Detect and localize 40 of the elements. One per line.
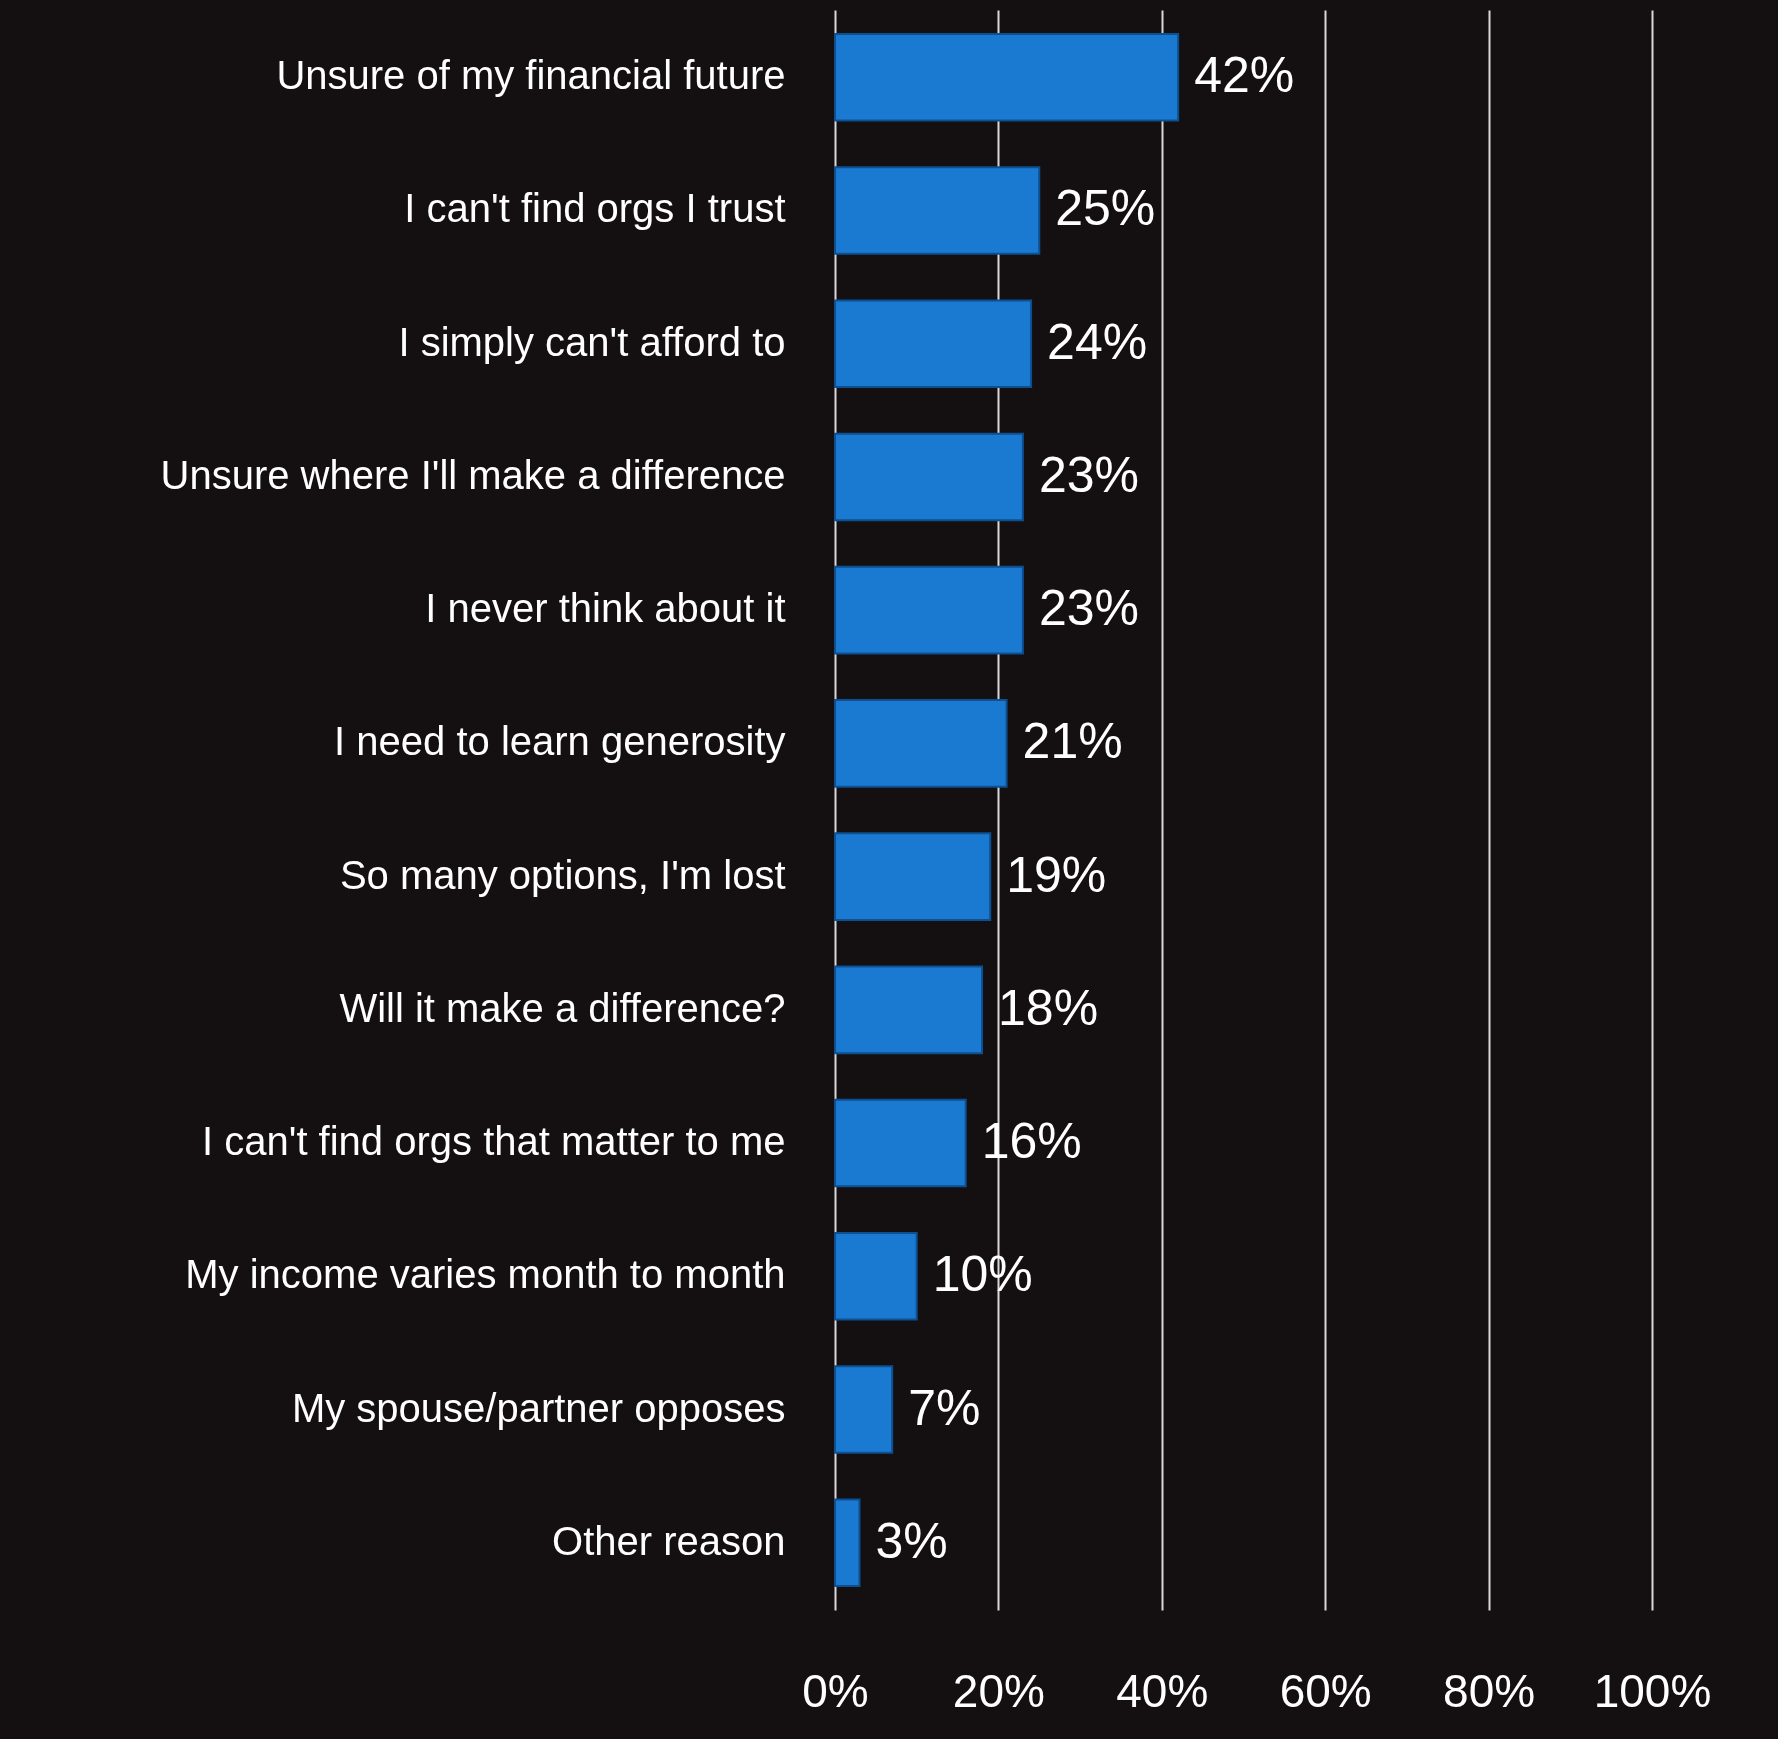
data-label: 23%: [1038, 446, 1139, 503]
bar: [834, 299, 1033, 389]
data-label: 3%: [875, 1512, 948, 1569]
bar: [834, 432, 1024, 522]
x-tick-label: 100%: [1593, 1664, 1712, 1717]
bar: [834, 699, 1008, 788]
data-label: 23%: [1038, 580, 1139, 637]
bar: [834, 1098, 967, 1188]
x-tick-label: 40%: [1116, 1664, 1209, 1717]
y-tick-label: My income varies month to month: [185, 1252, 786, 1297]
y-tick-label: So many options, I'm lost: [339, 852, 786, 897]
data-label: 19%: [1006, 846, 1107, 903]
x-tick-label: 20%: [952, 1664, 1045, 1717]
data-label: 24%: [1047, 313, 1148, 370]
bar: [834, 1365, 894, 1454]
bar: [834, 32, 1180, 122]
bar: [834, 1498, 861, 1588]
data-label: 42%: [1194, 47, 1295, 104]
y-tick-label: I never think about it: [425, 586, 786, 631]
bar: [834, 965, 984, 1055]
y-tick-label: Unsure of my financial future: [276, 53, 786, 98]
y-tick-label: I can't find orgs I trust: [404, 186, 786, 231]
y-tick-label: I need to learn generosity: [334, 719, 786, 764]
data-label: 25%: [1055, 180, 1156, 237]
y-tick-label: Will it make a difference?: [339, 985, 786, 1030]
bar: [834, 166, 1041, 255]
y-tick-label: Other reason: [552, 1518, 786, 1563]
data-label: 18%: [998, 979, 1099, 1036]
x-tick-label: 60%: [1279, 1664, 1372, 1717]
y-tick-label: I simply can't afford to: [398, 319, 786, 364]
y-tick-label: My spouse/partner opposes: [291, 1385, 786, 1430]
x-tick-label: 0%: [802, 1664, 869, 1717]
bar: [834, 1231, 918, 1321]
bar: [834, 565, 1024, 655]
y-tick-label: Unsure where I'll make a difference: [160, 452, 786, 497]
bar: [834, 832, 992, 921]
y-tick-label: I can't find orgs that matter to me: [202, 1119, 786, 1164]
x-tick-label: 80%: [1443, 1664, 1536, 1717]
data-label: 21%: [1022, 713, 1123, 770]
data-label: 7%: [908, 1379, 981, 1436]
